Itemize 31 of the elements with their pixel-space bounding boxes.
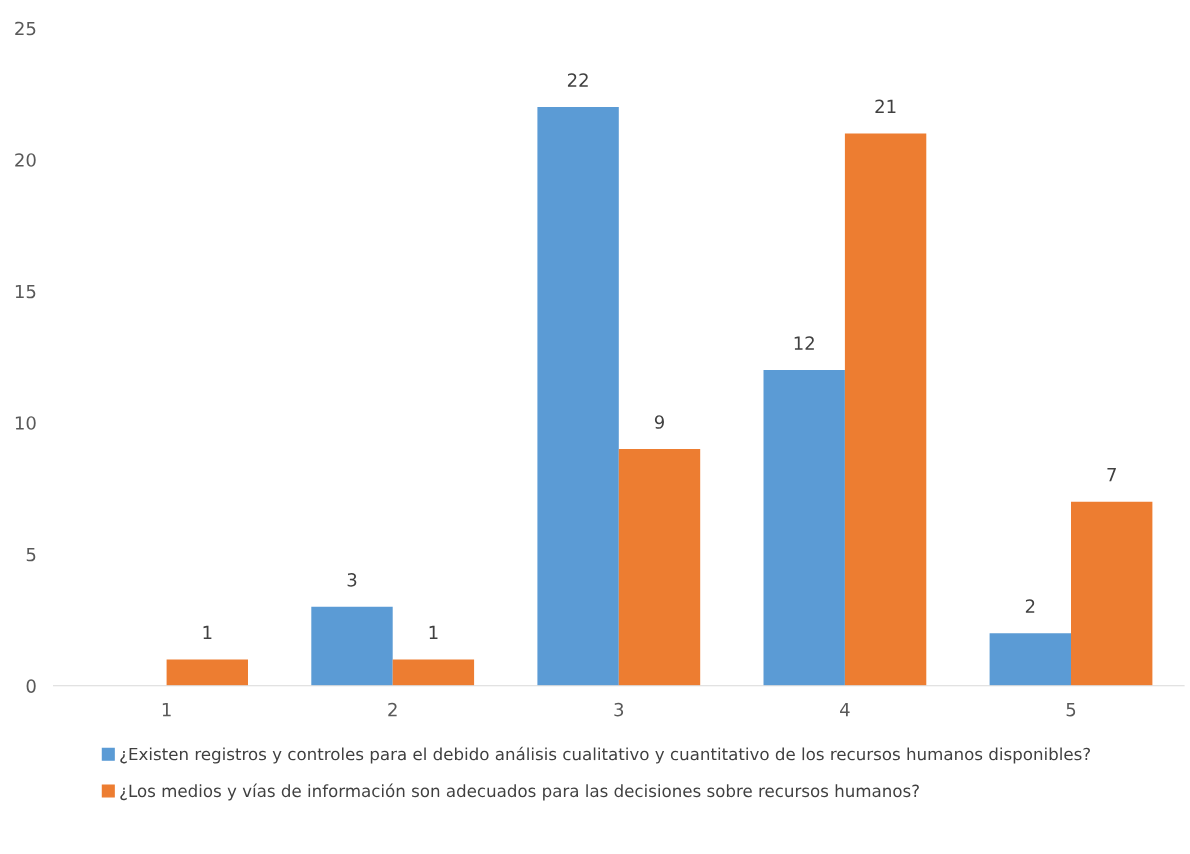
- x-tick-label: 4: [840, 702, 850, 717]
- bar: [844, 133, 927, 686]
- y-tick-label: 10: [15, 416, 36, 430]
- x-tick-label: 1: [162, 702, 171, 717]
- bar: [392, 659, 475, 686]
- bar: [1071, 501, 1153, 686]
- data-label: 1: [429, 625, 438, 640]
- bar: [537, 107, 619, 686]
- data-label: 1: [203, 625, 212, 640]
- data-label: 21: [875, 99, 896, 113]
- bar: [989, 633, 1071, 686]
- legend-label: ¿Los medios y vías de información son adecuados para las decisiones sobre recursos humanos?: [120, 783, 919, 801]
- data-label: 22: [567, 73, 588, 87]
- bar: [618, 449, 701, 686]
- data-label: 2: [1025, 599, 1035, 613]
- x-tick-label: 3: [614, 702, 624, 717]
- bar: [311, 606, 393, 686]
- x-tick-label: 2: [388, 702, 397, 717]
- data-label: 12: [794, 336, 814, 350]
- data-label: 9: [654, 415, 664, 429]
- legend-label: ¿Existen registros y controles para el debido análisis cualitativo y cuantitativo de los recursos humanos disponibles?: [120, 746, 1090, 764]
- data-label: 7: [1107, 468, 1116, 482]
- data-label: 3: [347, 573, 357, 587]
- y-tick-label: 20: [15, 153, 36, 167]
- y-tick-label: 15: [15, 284, 36, 299]
- y-tick-label: 0: [26, 679, 36, 693]
- y-tick-label: 25: [15, 21, 36, 36]
- y-tick-label: 5: [26, 547, 36, 562]
- bar: [763, 370, 845, 686]
- x-tick-label: 5: [1066, 702, 1076, 717]
- bar: [166, 659, 248, 686]
